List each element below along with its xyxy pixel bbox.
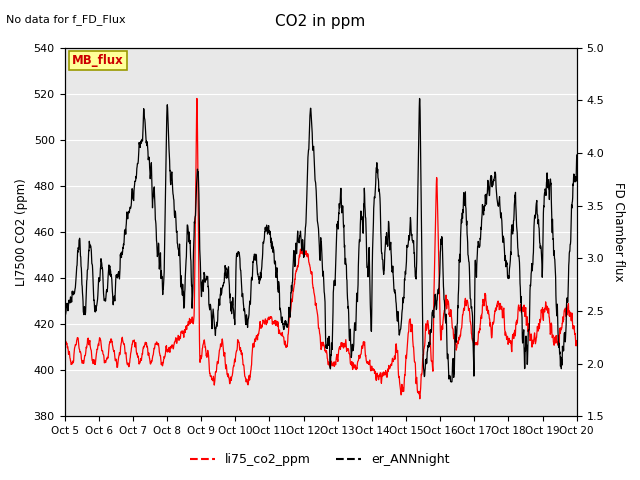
- Text: MB_flux: MB_flux: [72, 54, 124, 67]
- Text: No data for f_FD_Flux: No data for f_FD_Flux: [6, 14, 126, 25]
- Y-axis label: FD Chamber flux: FD Chamber flux: [612, 182, 625, 282]
- Text: CO2 in ppm: CO2 in ppm: [275, 14, 365, 29]
- Legend: li75_co2_ppm, er_ANNnight: li75_co2_ppm, er_ANNnight: [186, 448, 454, 471]
- Y-axis label: LI7500 CO2 (ppm): LI7500 CO2 (ppm): [15, 178, 28, 286]
